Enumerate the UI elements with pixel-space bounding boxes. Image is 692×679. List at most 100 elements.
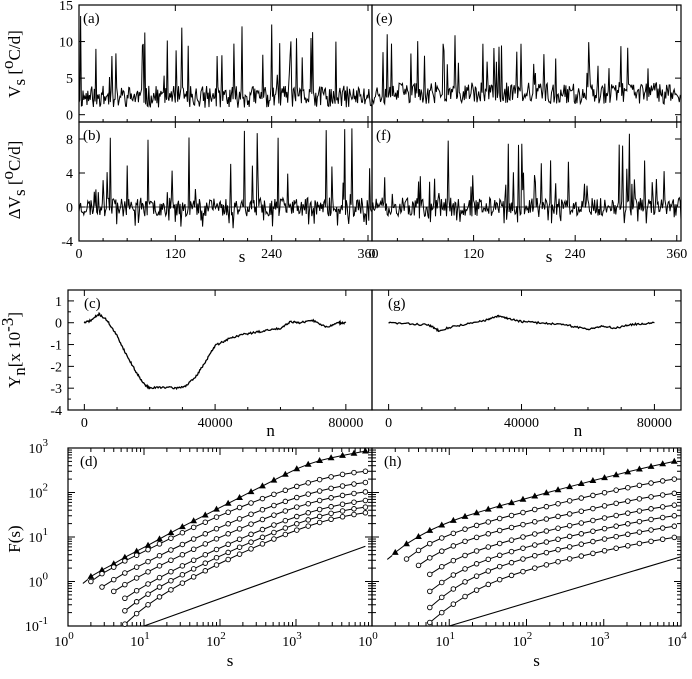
panel-d-series-3 [99, 479, 369, 590]
panel-d-circle-marker [259, 534, 266, 541]
panel-h-circle-marker [601, 515, 608, 521]
panel-d-circle-marker [259, 495, 266, 502]
tick-base: 10 [436, 635, 450, 650]
panel-h-circle-marker [496, 515, 503, 522]
panel-h-circle-marker [439, 594, 445, 601]
tick-exp: 1 [43, 526, 49, 538]
panel-e-label: (e) [376, 11, 393, 27]
panel-d-circle-marker [305, 491, 311, 497]
panel-d-circle-marker [145, 546, 151, 553]
panel-d-circle-marker [351, 490, 357, 497]
panel-h-circle-marker [566, 556, 573, 562]
panel-c-y-tick-label: 1 [55, 295, 62, 310]
tick-base: 10 [54, 635, 68, 650]
panel-b-y-tick-label: 8 [66, 133, 73, 148]
panel-d-x-axis-label: s [227, 651, 234, 670]
panel-d-triangle-marker [178, 523, 186, 530]
ylabel-yn-part: ] [5, 312, 24, 318]
panel-h-circle-marker [555, 500, 561, 507]
panel-h-circle-marker [532, 552, 538, 559]
panel-d-circle-marker [259, 526, 266, 533]
panel-d-triangle-marker [316, 457, 324, 464]
panel-h-x-tick-label: 101 [436, 630, 456, 650]
panel-h-triangle-marker [438, 521, 446, 528]
panel-h-circle-marker [636, 508, 643, 514]
panel-a-y-tick-label: 10 [59, 36, 73, 51]
panel-d-circle-marker [316, 476, 323, 483]
tick-exp: 2 [220, 630, 226, 642]
panel-d-circle-marker [339, 508, 346, 514]
panel-c-x-tick-label: 40000 [198, 416, 233, 431]
panel-h-series-line [406, 478, 675, 560]
panel-g-series-line [388, 314, 655, 333]
panel-h-circle-marker [590, 492, 596, 499]
panel-h-circle-marker [590, 550, 596, 557]
panel-h-circle-marker [625, 531, 631, 538]
panel-d-circle-marker [179, 563, 186, 569]
panel-h-triangle-marker [415, 533, 422, 540]
panel-d-series-tail [82, 579, 89, 584]
tick-base: 10 [206, 635, 220, 650]
ylabel-vs-part: o [0, 60, 17, 69]
panel-d-circle-marker [236, 504, 243, 511]
panel-h-triangle-marker [403, 540, 410, 547]
panel-h-circle-marker [462, 579, 468, 585]
panel-d-circle-marker [213, 554, 220, 561]
panel-h-triangle-marker [670, 457, 678, 464]
tick-base: 10 [358, 635, 372, 650]
panel-d-circle-marker [271, 522, 277, 528]
panel-d-triangle-marker [362, 447, 369, 454]
panel-d-circle-marker [213, 514, 220, 520]
panel-d-circle-marker [133, 587, 140, 594]
panel-c-y-tick-label: -3 [50, 382, 62, 397]
panel-c-x-tick-label: 0 [81, 416, 88, 431]
panel-h-circle-marker [578, 541, 585, 547]
panel-d-circle-marker [339, 501, 346, 507]
panel-h-series-line [429, 515, 675, 592]
panel-h-circle-marker [613, 545, 619, 551]
panel-h-circle-marker [648, 494, 654, 500]
panel-h-circle-marker [555, 546, 561, 553]
panel-d-x-tick-label: 100 [54, 630, 74, 650]
panel-d-circle-marker [236, 544, 243, 550]
panel-f-x-tick-label: 240 [565, 247, 586, 262]
panel-d-circle-marker [305, 480, 311, 486]
panel-d-circle-marker [190, 566, 197, 572]
panel-d-circle-marker [202, 519, 209, 525]
panel-d-circle-marker [305, 500, 311, 507]
panel-d-triangle-marker [247, 488, 255, 495]
panel-d-circle-marker [328, 474, 334, 480]
panel-h-circle-marker [485, 544, 492, 550]
panel-d-circle-marker [133, 552, 140, 558]
panel-b-x-tick-label: 240 [261, 247, 282, 262]
panel-h-circle-marker [659, 478, 666, 484]
panel-h-circle-marker [590, 538, 596, 545]
panel-h-circle-marker [543, 549, 550, 556]
panel-h-circle-marker [555, 525, 561, 532]
panel-d-circle-marker [362, 468, 369, 475]
panel-h-circle-marker [578, 531, 585, 537]
panel-d-x-tick-label: 102 [206, 630, 226, 650]
panel-d-circle-marker [225, 556, 231, 563]
panel-d-triangle-marker [293, 465, 301, 472]
panel-d-triangle-marker [167, 529, 175, 536]
tick-base: 10 [590, 635, 604, 650]
panel-d-circle-marker [156, 563, 163, 569]
panel-a-y-tick-label: 5 [66, 72, 73, 87]
panel-h-series-1 [386, 457, 678, 560]
panel-d-circle-marker [248, 500, 254, 506]
panel-d-circle-marker [122, 570, 128, 576]
panel-c-y-tick-label: 0 [55, 317, 62, 332]
panel-h-triangle-marker [566, 483, 574, 490]
panel-b-y-tick-label: -4 [61, 235, 73, 250]
panel-h-circle-marker [578, 495, 585, 501]
panel-h-circle-marker [590, 517, 596, 524]
panel-d-circle-marker [156, 584, 163, 590]
panel-d-circle-marker [351, 506, 357, 512]
ylabel-dvs: ΔVs [oC/d] [0, 141, 29, 220]
panel-h-circle-marker [496, 540, 503, 547]
panel-d-circle-marker [236, 516, 243, 522]
panel-d-circle-marker [202, 560, 209, 566]
panel-c-frame [67, 289, 373, 411]
panel-d-circle-marker [168, 568, 174, 575]
